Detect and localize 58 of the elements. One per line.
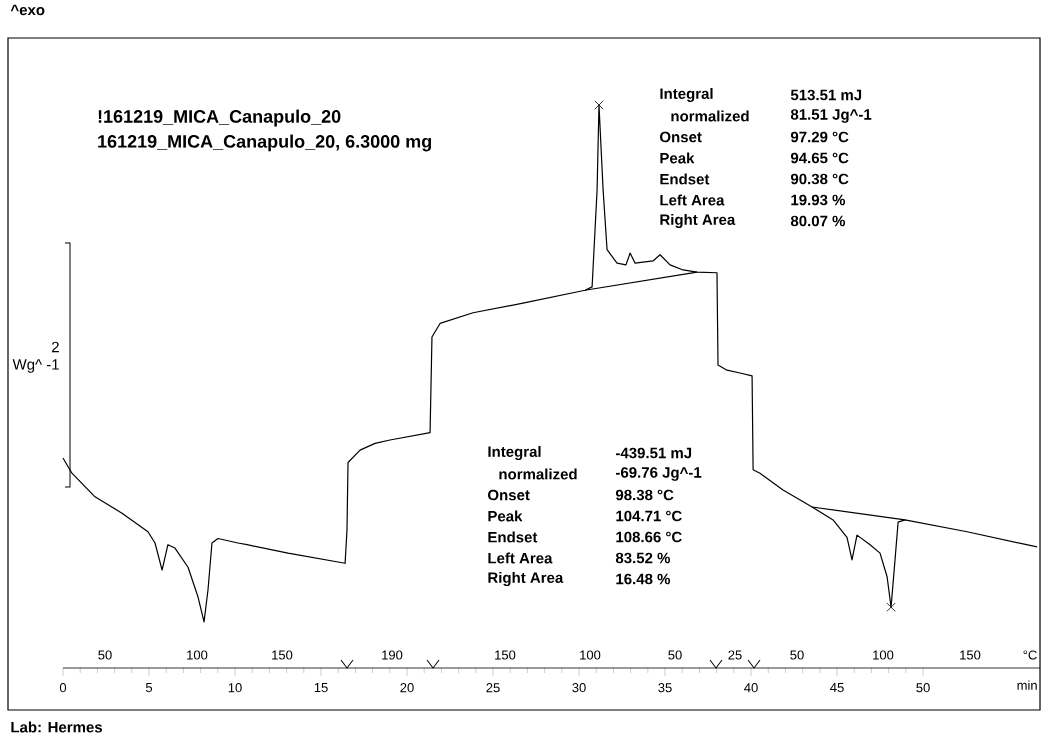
annotation: normalized	[671, 110, 749, 122]
annotation: 98.38 °C	[615, 489, 674, 501]
annotation: 50	[668, 650, 682, 660]
annotation: Left Area	[660, 194, 725, 206]
x-tick-label: 5	[145, 683, 153, 693]
annotation: normalized	[499, 468, 577, 480]
text: Wg^ -1	[12, 359, 59, 373]
annotation: 50	[98, 650, 112, 660]
x-tick-label: 40	[744, 683, 758, 693]
annotation: Onset	[488, 489, 530, 501]
annotation: Integral	[488, 445, 541, 461]
annotation: 81.51 Jg^-1	[790, 109, 872, 123]
annotation: 150	[960, 650, 981, 660]
annotation: °C	[1023, 650, 1037, 660]
annotation: Endset	[488, 531, 538, 543]
annotation: 16.48 %	[616, 573, 671, 585]
annotation: -69.76 Jg^-1	[616, 467, 702, 481]
annotation: 150	[495, 650, 516, 660]
x-tick-label: 10	[228, 683, 242, 693]
annotation: 19.93 %	[791, 194, 846, 206]
annotation: 80.07 %	[790, 215, 846, 227]
annotation: 90.38 °C	[790, 173, 849, 185]
text: 2	[52, 341, 59, 353]
annotation: 97.29 °C	[790, 131, 849, 143]
x-tick-label: 15	[314, 683, 328, 693]
x-tick-label: 30	[572, 683, 586, 693]
annotation: 150	[272, 650, 293, 660]
annotation: 83.52 %	[615, 552, 671, 564]
annotation: 25	[728, 650, 742, 660]
annotation: 100	[873, 650, 894, 660]
chart-title: !161219_MICA_Canapulo_20	[98, 109, 341, 127]
annotation: 94.65 °C	[790, 152, 849, 164]
x-tick-label: 25	[486, 683, 500, 693]
annotation: 100	[580, 650, 601, 660]
text: Integral	[660, 87, 713, 102]
x-tick-label: 45	[830, 683, 844, 693]
annotation: 108.66 °C	[616, 531, 682, 543]
text: 513.51 mJ	[790, 89, 862, 101]
annotation: Peak	[488, 510, 523, 522]
annotation: 100	[187, 650, 208, 660]
annotation: Right Area	[488, 571, 564, 587]
x-tick-label: 50	[916, 683, 930, 693]
x-tick-label: 35	[658, 683, 672, 693]
annotation: 190	[382, 650, 403, 660]
annotation: Peak	[660, 152, 695, 164]
text: ^exo	[10, 4, 45, 16]
x-tick-label: 0	[59, 683, 67, 693]
x-tick-label: 20	[400, 683, 414, 693]
annotation: Left Area	[488, 552, 553, 564]
annotation: 104.71 °C	[616, 510, 682, 522]
annotation: Right Area	[660, 213, 736, 228]
annotation: Endset	[660, 173, 710, 185]
x-axis-title: min	[1017, 680, 1037, 690]
annotation: -439.51 mJ	[616, 447, 692, 459]
text: Lab: Hermes	[11, 721, 103, 733]
annotation: Onset	[660, 131, 702, 143]
annotation: 50	[790, 650, 804, 660]
text: 161219_MICA_Canapulo_20, 6.3000 mg	[98, 134, 431, 152]
